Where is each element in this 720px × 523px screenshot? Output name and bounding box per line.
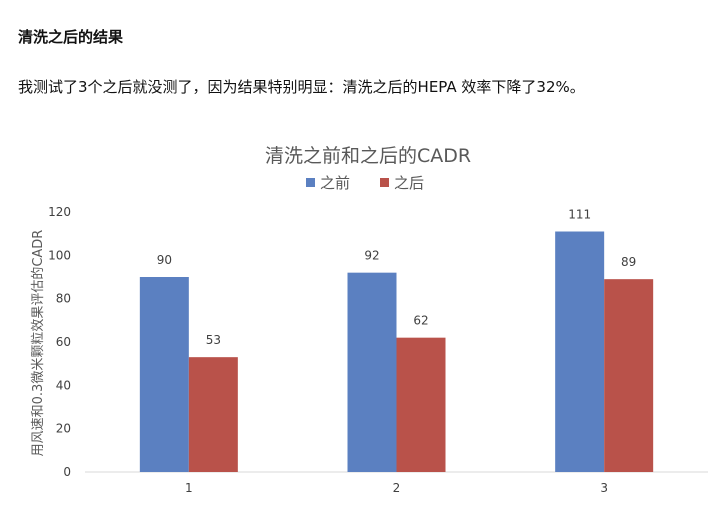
legend-label-after: 之后 [394, 174, 424, 192]
data-label-after-1: 53 [206, 333, 221, 347]
bar-before-3 [555, 231, 605, 472]
chart-title: 清洗之前和之后的CADR [265, 145, 471, 167]
plot-area: 0 20 40 60 80 100 120 1 90 53 2 92 62 3 111 89 [48, 205, 708, 495]
y-tick-label-40: 40 [56, 378, 71, 392]
section-heading: 清洗之后的结果 [18, 28, 124, 46]
x-tick-label-3: 3 [600, 481, 608, 495]
cadr-bar-chart: 清洗之前和之后的CADR 之前 之后 用风速和0.3微米颗粒效果评估的CADR … [30, 145, 708, 495]
data-label-before-2: 92 [364, 249, 379, 263]
y-axis-label: 用风速和0.3微米颗粒效果评估的CADR [30, 230, 46, 457]
bar-after-3 [604, 279, 654, 472]
y-tick-label-60: 60 [56, 335, 71, 349]
bar-before-2 [347, 272, 397, 472]
y-tick-label-100: 100 [48, 248, 71, 262]
bar-after-2 [396, 337, 446, 472]
chart-legend: 之前 之后 [306, 174, 424, 192]
y-tick-label-120: 120 [48, 205, 71, 219]
data-label-after-2: 62 [413, 314, 428, 328]
section-body-text: 我测试了3个之后就没测了，因为结果特别明显：清洗之后的HEPA 效率下降了32%… [18, 78, 585, 96]
legend-label-before: 之前 [320, 174, 350, 192]
data-label-after-3: 89 [621, 255, 636, 269]
y-tick-label-80: 80 [56, 292, 71, 306]
data-label-before-1: 90 [157, 253, 172, 267]
y-tick-label-20: 20 [56, 422, 71, 436]
x-tick-label-1: 1 [185, 481, 193, 495]
legend-swatch-after [380, 178, 389, 187]
y-tick-label-0: 0 [63, 465, 71, 479]
x-tick-label-2: 2 [393, 481, 401, 495]
bar-before-1 [139, 277, 189, 472]
data-label-before-3: 111 [568, 208, 591, 222]
bar-after-1 [188, 357, 238, 472]
legend-swatch-before [306, 178, 315, 187]
